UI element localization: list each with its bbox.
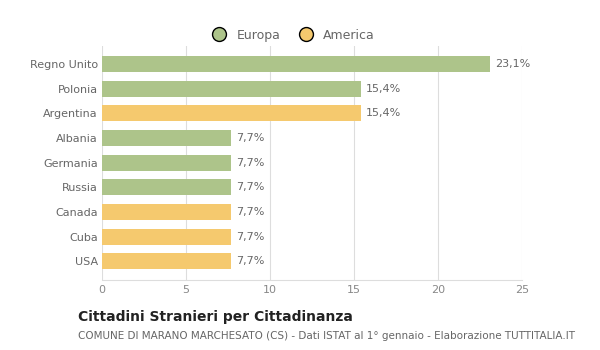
Bar	[102, 81, 361, 97]
Text: 15,4%: 15,4%	[366, 84, 401, 94]
Legend: Europa, America: Europa, America	[202, 23, 380, 47]
Text: 7,7%: 7,7%	[236, 158, 265, 168]
Bar	[102, 155, 232, 171]
Text: 15,4%: 15,4%	[366, 108, 401, 118]
Text: 7,7%: 7,7%	[236, 133, 265, 143]
Text: 23,1%: 23,1%	[495, 59, 530, 69]
Bar	[102, 56, 490, 72]
Text: 7,7%: 7,7%	[236, 182, 265, 192]
Text: 7,7%: 7,7%	[236, 207, 265, 217]
Text: 7,7%: 7,7%	[236, 232, 265, 242]
Text: Cittadini Stranieri per Cittadinanza: Cittadini Stranieri per Cittadinanza	[78, 310, 353, 324]
Bar	[102, 253, 232, 270]
Text: COMUNE DI MARANO MARCHESATO (CS) - Dati ISTAT al 1° gennaio - Elaborazione TUTTI: COMUNE DI MARANO MARCHESATO (CS) - Dati …	[78, 331, 575, 341]
Bar	[102, 204, 232, 220]
Bar	[102, 229, 232, 245]
Bar	[102, 180, 232, 195]
Bar	[102, 130, 232, 146]
Bar	[102, 105, 361, 121]
Text: 7,7%: 7,7%	[236, 256, 265, 266]
